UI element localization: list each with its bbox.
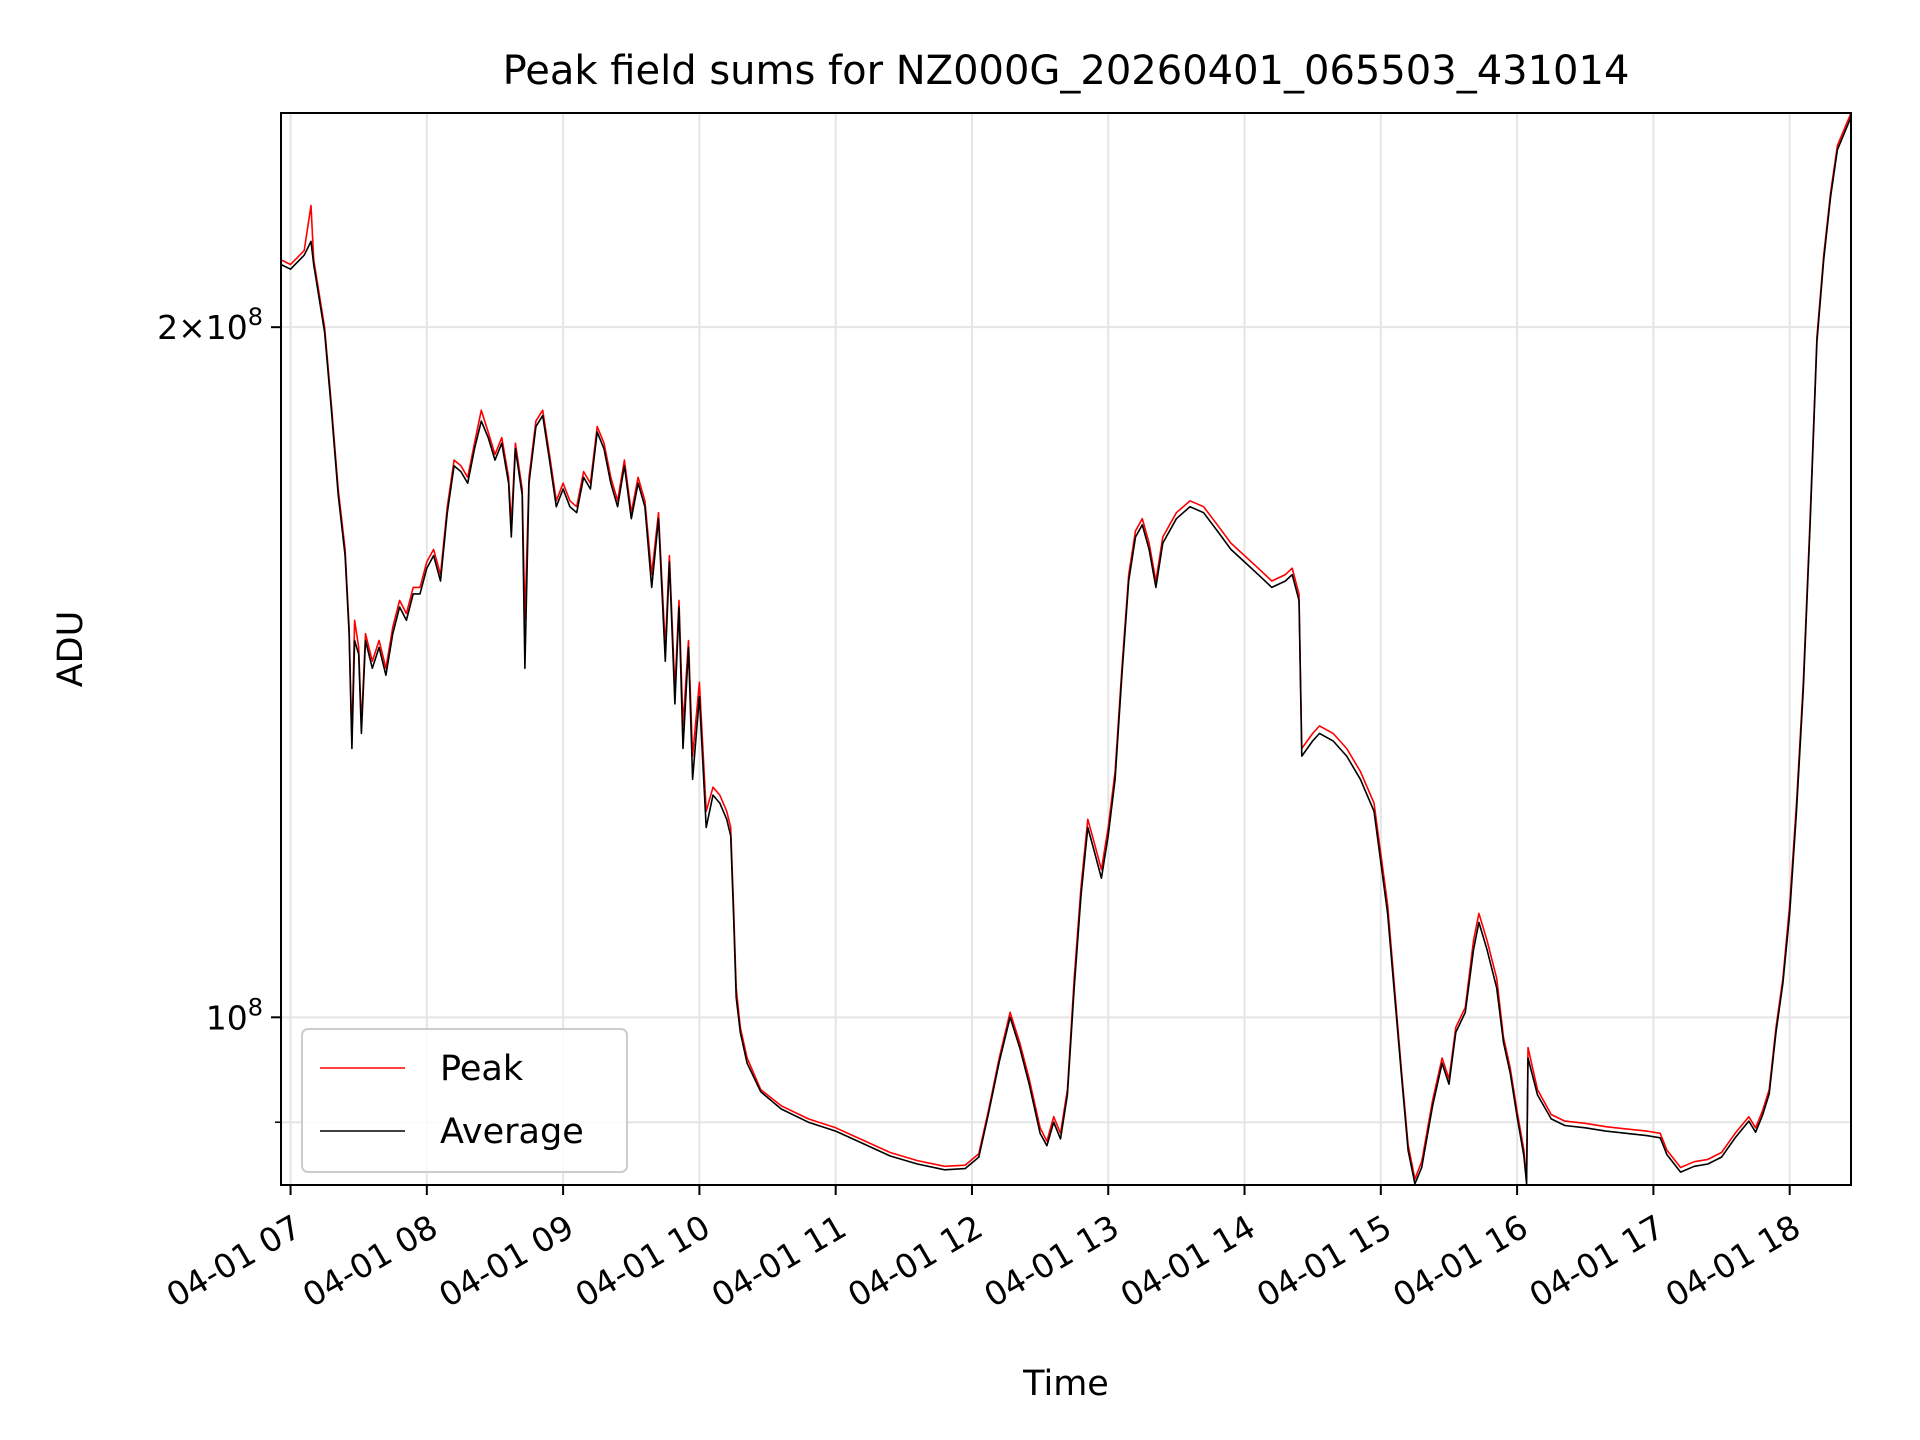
legend-label-peak: Peak [440, 1049, 524, 1089]
legend-label-average: Average [440, 1112, 584, 1152]
plot-area-frame [280, 112, 1852, 1186]
y-tick-label: 2×108 [157, 303, 263, 347]
chart-title: Peak field sums for NZ000G_20260401_0655… [503, 48, 1630, 94]
y-axis-label: ADU [51, 611, 91, 688]
y-tick-exponent: 8 [248, 993, 263, 1021]
x-axis-label: Time [1022, 1364, 1109, 1404]
grid-lines [281, 113, 1851, 1185]
legend: Peak Average [301, 1028, 628, 1173]
series-lines [280, 112, 1852, 1185]
y-tick-label: 108 [206, 993, 263, 1037]
y-tick-base: 10 [206, 998, 248, 1037]
y-tick-base: 2×10 [157, 308, 248, 347]
legend-box [301, 1028, 628, 1173]
series-line-average [280, 116, 1852, 1185]
y-tick-exponent: 8 [248, 303, 263, 331]
